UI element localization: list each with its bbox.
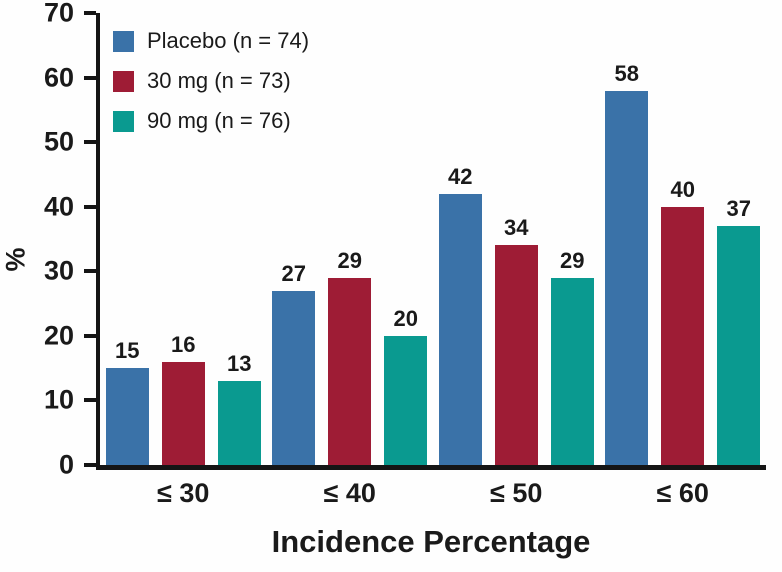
bar (272, 290, 316, 465)
bar (217, 381, 261, 465)
bar-groups: 15 16 13 ≤ 30 27 29 20 ≤ 40 42 34 29 ≤ 50 58 40 37 ≤ 60 (100, 13, 767, 507)
bar-value-label: 20 (393, 305, 418, 331)
plot-area: 0 10 20 30 40 50 60 70 15 16 13 ≤ 30 27 29 20 ≤ 40 42 34… (44, 0, 767, 507)
bar-group: 42 34 29 ≤ 50 (433, 13, 600, 507)
bar-value-label: 58 (614, 60, 639, 86)
bar (328, 277, 372, 465)
y-axis-tick (84, 398, 96, 403)
y-axis-tick-label: 20 (43, 320, 74, 351)
bar-value-label: 40 (670, 176, 695, 202)
y-axis-tick (84, 140, 96, 145)
bar-column: 40 (661, 13, 705, 465)
bar (605, 90, 649, 465)
bar (105, 368, 149, 465)
bar-value-label: 42 (448, 163, 473, 189)
legend-label: 30 mg (n = 73) (147, 68, 291, 93)
bar-column: 27 (272, 13, 316, 465)
y-axis-tick-label: 70 (43, 0, 74, 28)
bar-group: 58 40 37 ≤ 60 (600, 13, 767, 507)
bar-group: 15 16 13 ≤ 30 (100, 13, 267, 507)
y-axis-tick (84, 204, 96, 209)
y-axis-tick-label: 0 (58, 449, 74, 480)
legend-entry: 90 mg (n = 76) (113, 110, 309, 132)
bar-column: 42 (438, 13, 482, 465)
category-label: ≤ 60 (656, 478, 709, 508)
bar-value-label: 15 (115, 338, 140, 364)
legend-entry: 30 mg (n = 73) (113, 70, 309, 92)
y-axis-tick (84, 11, 96, 15)
y-axis-tick-label: 30 (43, 255, 74, 286)
legend-swatch (113, 110, 134, 132)
bar-value-label: 16 (171, 331, 196, 357)
y-axis-tick (84, 269, 96, 274)
y-axis-tick-label: 40 (43, 191, 74, 222)
bar-column: 58 (605, 13, 649, 465)
y-axis-tick-label: 50 (43, 126, 74, 157)
bar (384, 335, 428, 465)
bar-value-label: 37 (726, 196, 751, 222)
bar-value-label: 29 (560, 247, 585, 273)
bar-column: 34 (494, 13, 538, 465)
legend-label: Placebo (n = 74) (147, 28, 310, 53)
bar-column: 13 (217, 13, 261, 465)
bar (494, 245, 538, 465)
bar-column: 15 (105, 13, 149, 465)
bar (717, 226, 761, 465)
bar (550, 277, 594, 465)
bar (661, 206, 705, 465)
bar-value-label: 27 (281, 260, 306, 286)
y-axis-tick-label: 60 (43, 62, 74, 93)
bar-column: 20 (384, 13, 428, 465)
category-label: ≤ 30 (157, 478, 210, 508)
bar-column: 16 (161, 13, 205, 465)
bar-value-label: 34 (504, 215, 529, 241)
legend-entry: Placebo (n = 74) (113, 30, 309, 52)
category-label: ≤ 40 (323, 478, 376, 508)
y-axis-tick (84, 75, 96, 80)
bar-column: 29 (328, 13, 372, 465)
bar (161, 361, 205, 465)
bar-column: 29 (550, 13, 594, 465)
legend-swatch (113, 30, 134, 52)
y-axis-tick (84, 463, 96, 467)
x-axis-title: Incidence Percentage (271, 524, 591, 559)
y-axis-tick-label: 10 (43, 384, 74, 415)
legend-swatch (113, 70, 134, 92)
legend-label: 90 mg (n = 76) (147, 108, 291, 133)
y-axis-tick (84, 333, 96, 338)
bar-group: 27 29 20 ≤ 40 (267, 13, 434, 507)
bar-value-label: 29 (337, 247, 362, 273)
bar-column: 37 (717, 13, 761, 465)
bar (438, 193, 482, 465)
bar-value-label: 13 (227, 351, 252, 377)
category-label: ≤ 50 (490, 478, 543, 508)
legend: Placebo (n = 74) 30 mg (n = 73) 90 mg (n =… (113, 30, 309, 150)
